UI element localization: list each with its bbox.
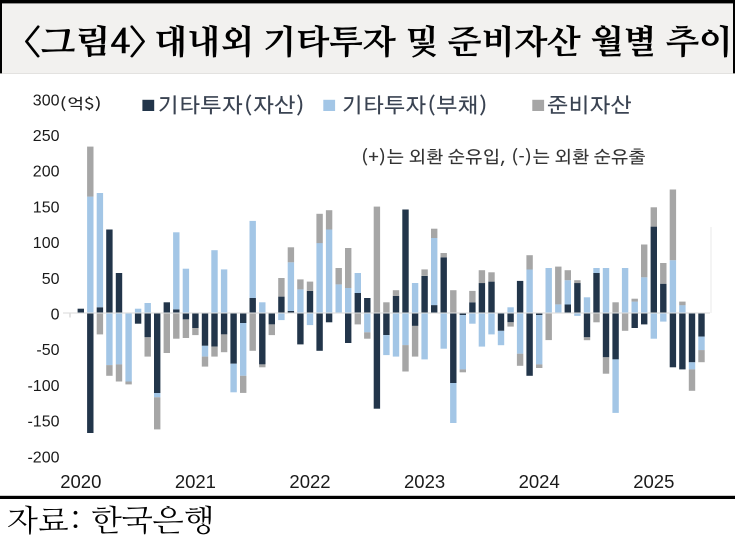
svg-text:100: 100 [33, 235, 60, 252]
svg-text:-200: -200 [27, 449, 59, 466]
svg-text:250: 250 [33, 128, 60, 145]
svg-text:200: 200 [33, 164, 60, 181]
svg-text:2023: 2023 [404, 471, 445, 492]
svg-text:-50: -50 [36, 342, 59, 359]
svg-text:150: 150 [33, 199, 60, 216]
svg-text:-100: -100 [27, 378, 59, 395]
svg-text:300: 300 [33, 92, 60, 109]
svg-text:2024: 2024 [519, 471, 560, 492]
svg-text:2021: 2021 [175, 471, 216, 492]
svg-text:2025: 2025 [633, 471, 674, 492]
svg-text:0: 0 [51, 307, 60, 324]
svg-text:2022: 2022 [289, 471, 330, 492]
svg-text:2020: 2020 [60, 471, 101, 492]
svg-text:50: 50 [42, 271, 60, 288]
svg-text:-150: -150 [27, 414, 59, 431]
